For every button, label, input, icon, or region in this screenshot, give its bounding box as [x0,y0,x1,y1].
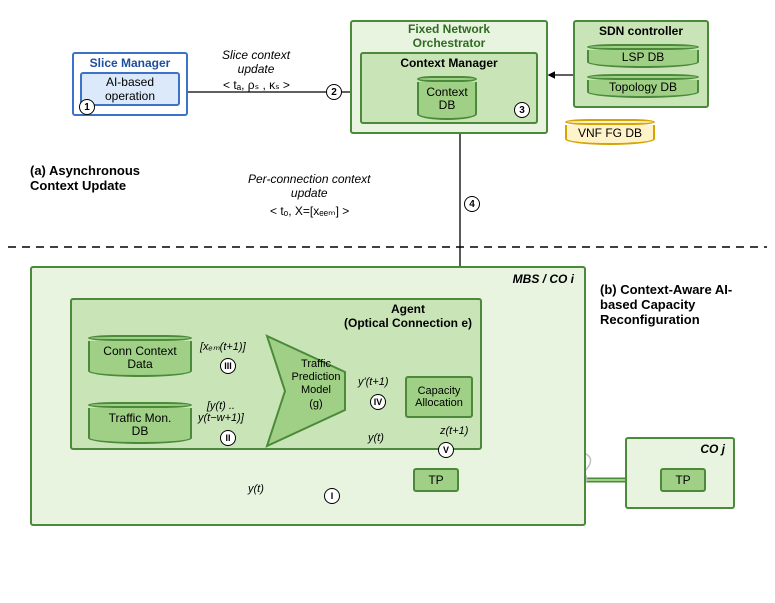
section-b-label: (b) Context-Aware AI- based Capacity Rec… [600,282,732,327]
edge-perconn-label: Per-connection context update [248,172,371,200]
marker-2: 2 [326,84,342,100]
marker-V: V [438,442,454,458]
fno-title: Fixed Network Orchestrator [352,22,546,52]
sig-ywin: [y(t) .. y(t−w+1)] [198,400,244,424]
tp-right: TP [660,468,706,492]
sig-yt-mid: y(t) [368,432,384,444]
marker-IV: IV [370,394,386,410]
topology-db: Topology DB [587,74,699,98]
ai-operation-box: AI-based operation [80,72,180,106]
edge-slice-label: Slice context update [222,48,290,76]
context-manager-box: Context Manager Context DB [360,52,538,124]
marker-III: III [220,358,236,374]
sig-yt-bottom: y(t) [248,483,264,495]
marker-II: II [220,430,236,446]
conn-context-db: Conn Context Data [88,335,192,377]
sig-yprime: y'(t+1) [358,376,389,388]
vnf-db: VNF FG DB [565,119,655,145]
section-a-label: (a) Asynchronous Context Update [30,163,140,193]
sdn-box: SDN controller LSP DB Topology DB [573,20,709,108]
marker-3: 3 [514,102,530,118]
edge-slice-payload: < tₐ, ρₛ , κₛ > [223,78,290,92]
tpm-label: Traffic Prediction Model (g) [284,358,348,411]
sig-z: z(t+1) [440,425,468,437]
context-db: Context DB [417,76,477,120]
context-manager-title: Context Manager [362,54,536,72]
slice-manager-title: Slice Manager [74,54,186,72]
traffic-mon-db: Traffic Mon. DB [88,402,192,444]
marker-1: 1 [79,99,95,115]
capacity-allocation-box: Capacity Allocation [405,376,473,418]
marker-I: I [324,488,340,504]
lsp-db: LSP DB [587,44,699,68]
marker-4: 4 [464,196,480,212]
coj-title: CO j [700,442,725,456]
mbs-title: MBS / CO i [513,272,574,286]
tp-left: TP [413,468,459,492]
edge-perconn-payload: < tₒ, X=[xₑₑₘ] > [270,204,349,218]
sdn-title: SDN controller [575,22,707,40]
sig-xcm: [xₑₘ(t+1)] [200,340,246,353]
agent-title: Agent (Optical Connection e) [344,302,472,331]
